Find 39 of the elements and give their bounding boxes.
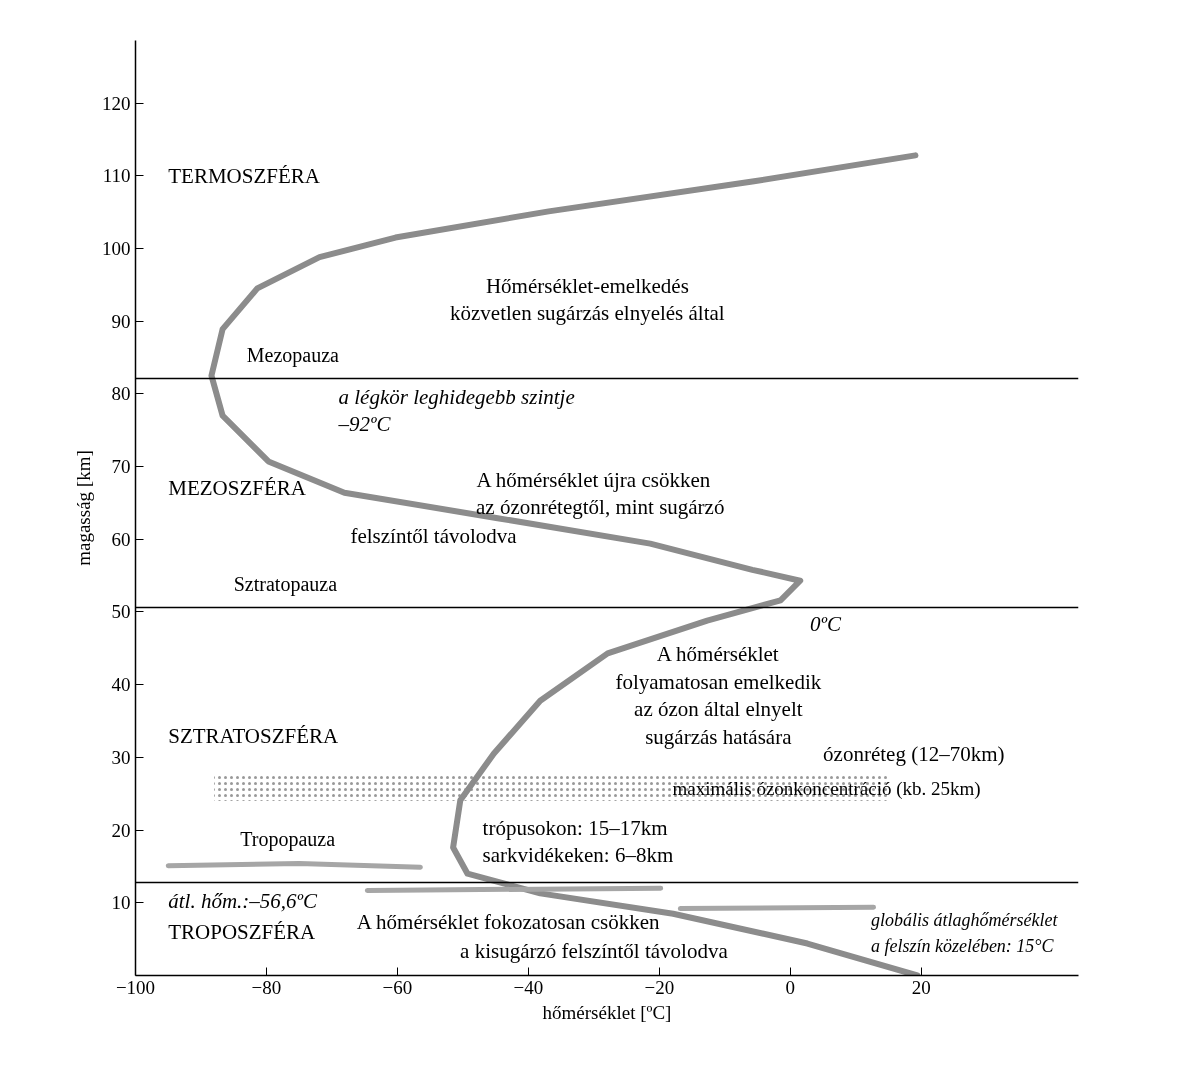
annotation: 0ºC xyxy=(810,612,843,637)
y-tick-label: 30 xyxy=(111,746,131,768)
y-tick-label: 80 xyxy=(111,383,131,405)
annotation: globális átlaghőmérséklet a felszín közelében: 15°C xyxy=(870,910,1059,956)
y-tick-label: 40 xyxy=(111,674,131,696)
annotation: ózonréteg (12–70km) xyxy=(823,741,1005,766)
annotation: A hőmérséklet folyamatosan emelkedik az ózon által elnyelt sugárzás hatására xyxy=(615,642,822,750)
ref-line-label: Tropopauza xyxy=(240,827,336,851)
y-tick-label: 90 xyxy=(111,310,131,332)
annotation: MEZOSZFÉRA xyxy=(168,476,307,501)
x-tick-label: −100 xyxy=(115,976,156,998)
y-tick-label: 50 xyxy=(111,601,131,623)
y-tick-label: 120 xyxy=(102,92,131,114)
x-tick-label: −60 xyxy=(382,976,413,998)
annotation: trópusokon: 15–17km sarkvidékeken: 6–8km xyxy=(482,815,674,867)
annotation: átl. hőm.:–56,6ºC xyxy=(168,888,319,913)
x-tick-label: −40 xyxy=(513,976,544,998)
y-tick-label: 100 xyxy=(102,237,131,259)
x-tick-label: 20 xyxy=(911,976,931,998)
annotation: A hőmérséklet fokozatosan csökken a kisugárzó felszíntől távolodva xyxy=(356,910,729,963)
y-tick-label: 110 xyxy=(102,165,131,187)
x-tick-label: −80 xyxy=(251,976,282,998)
y-tick-label: 70 xyxy=(111,456,131,478)
annotation: TERMOSZFÉRA xyxy=(168,163,321,188)
y-tick-label: 10 xyxy=(111,892,131,914)
y-tick-label: 20 xyxy=(111,819,131,841)
x-axis-title: hőmérséklet [ºC] xyxy=(542,1001,672,1023)
annotation: a légkör leghidegebb szintje –92ºC xyxy=(337,384,575,436)
ref-line-label: Sztratopauza xyxy=(233,572,338,596)
annotation: A hőmérséklet újra csökken az ózonrétegtől, mint sugárzó felszíntől távolodva xyxy=(350,467,725,549)
ref-line-label: Mezopauza xyxy=(246,343,340,367)
band-label: maximális ózonkoncentráció (kb. 25km) xyxy=(672,777,981,800)
x-tick-label: 0 xyxy=(785,976,796,998)
x-tick-label: −20 xyxy=(644,976,675,998)
y-axis-title: magasság [km] xyxy=(73,450,94,566)
annotation: SZTRATOSZFÉRA xyxy=(168,723,340,748)
annotation: TROPOSZFÉRA xyxy=(168,919,317,944)
annotation: Hőmérséklet-emelkedés közvetlen sugárzás elnyelés által xyxy=(450,274,725,326)
y-tick-label: 60 xyxy=(111,528,131,550)
